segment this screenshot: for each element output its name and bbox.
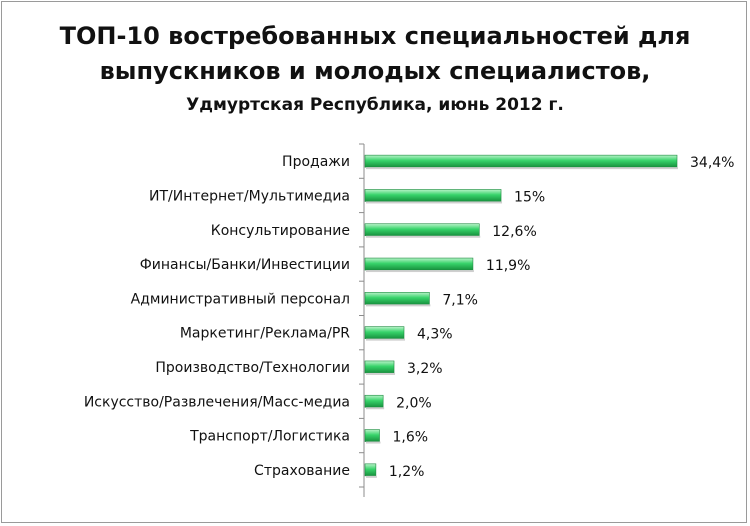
chart-title: ТОП-10 востребованных специальностей для xyxy=(59,22,691,50)
bar-shadow xyxy=(366,270,474,273)
category-label: ИТ/Интернет/Мультимедиа xyxy=(149,188,350,204)
bar-shadow xyxy=(366,407,385,410)
chart-subtitle: Удмуртская Республика, июнь 2012 г. xyxy=(186,95,564,115)
data-label: 4,3% xyxy=(417,327,453,343)
data-label: 2,0% xyxy=(396,395,432,411)
bar xyxy=(364,429,380,442)
bar-shadow xyxy=(366,441,381,444)
bar xyxy=(364,189,502,202)
category-label: Транспорт/Логистика xyxy=(189,429,350,445)
bar-shadow xyxy=(366,235,481,238)
category-label: Производство/Технологии xyxy=(155,360,350,376)
data-label: 11,9% xyxy=(486,258,530,274)
data-label: 3,2% xyxy=(407,361,443,377)
bar-shadow xyxy=(366,167,678,170)
bar xyxy=(364,394,384,408)
category-label: Финансы/Банки/Инвестиции xyxy=(140,257,350,273)
category-label: Страхование xyxy=(254,463,350,479)
data-label: 1,2% xyxy=(389,464,425,480)
bar xyxy=(364,326,405,339)
data-label: 7,1% xyxy=(442,292,478,308)
bar xyxy=(364,223,480,237)
bar-shadow xyxy=(366,201,503,204)
bar-shadow xyxy=(366,304,431,307)
bar-shadow xyxy=(366,475,377,478)
bar xyxy=(364,257,474,271)
category-label: Искусство/Развлечения/Масс-медиа xyxy=(84,394,350,410)
data-label: 1,6% xyxy=(393,430,429,446)
chart-title-line2: выпускников и молодых специалистов, xyxy=(99,57,651,85)
bar-shadow xyxy=(366,338,405,341)
bar xyxy=(364,463,377,477)
category-label: Продажи xyxy=(282,154,350,170)
bar-shadow xyxy=(366,372,396,375)
bar xyxy=(364,154,678,168)
category-label: Маркетинг/Реклама/PR xyxy=(180,326,350,342)
bar xyxy=(364,292,430,305)
category-label: Консультирование xyxy=(211,223,350,239)
category-label: Административный персонал xyxy=(131,291,350,307)
data-label: 34,4% xyxy=(690,155,734,171)
data-label: 12,6% xyxy=(492,224,536,240)
bar xyxy=(364,360,395,374)
data-label: 15% xyxy=(514,189,545,205)
